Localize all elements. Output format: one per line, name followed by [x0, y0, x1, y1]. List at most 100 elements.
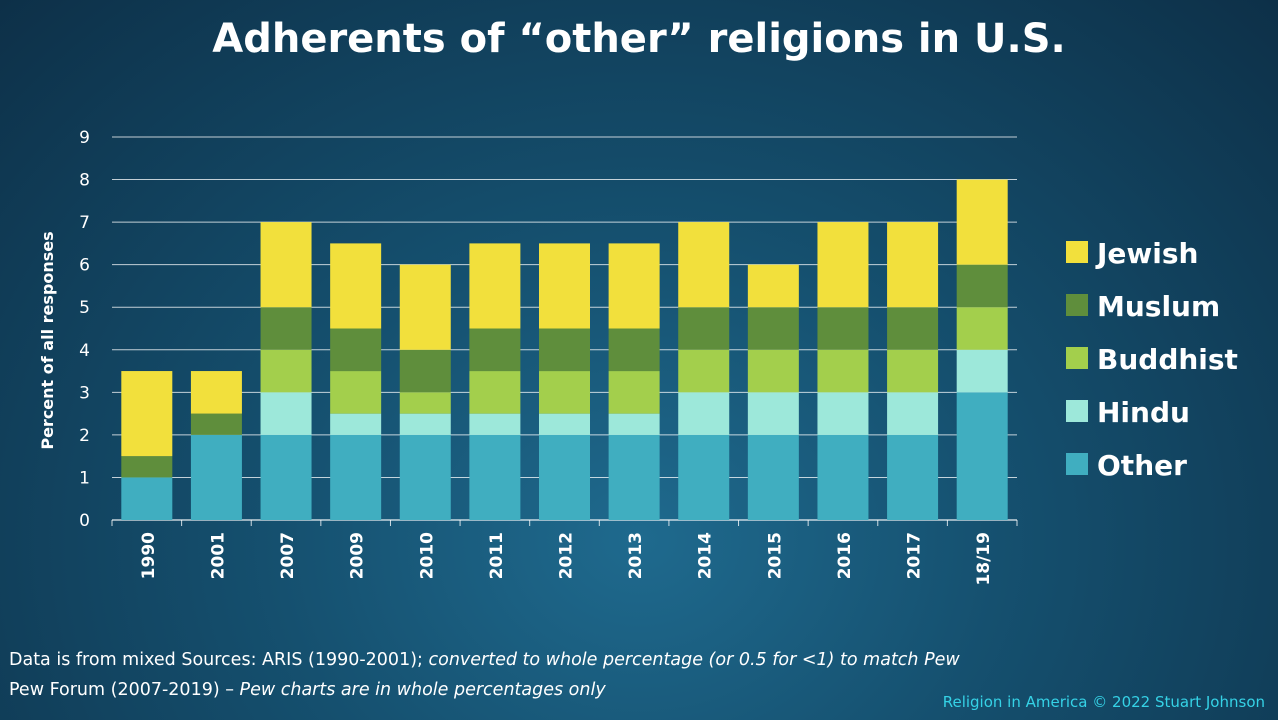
bar-segment: [260, 307, 312, 350]
y-tick-label: 1: [79, 468, 90, 488]
legend-swatch: [1066, 241, 1088, 263]
bar-segment: [817, 222, 869, 308]
bar-segment: [330, 243, 382, 329]
y-tick-label: 8: [79, 171, 90, 191]
bar-segment: [887, 349, 939, 393]
bar-segment: [539, 243, 590, 329]
x-tick-label: 2010: [417, 532, 437, 579]
bar-segment: [817, 349, 869, 393]
bar-segment: [608, 434, 660, 520]
bar-segment: [608, 328, 660, 372]
legend-swatch: [1066, 453, 1088, 475]
bar-segment: [260, 222, 312, 308]
bar-segment: [747, 349, 799, 393]
y-tick-label: 3: [79, 383, 90, 403]
x-tick-label: 2007: [278, 532, 298, 579]
x-tick-label: 2013: [626, 532, 646, 579]
bar-segment: [887, 434, 939, 520]
legend-label: Other: [1097, 449, 1187, 482]
footnote-line-2: Pew Forum (2007-2019) – Pew charts are i…: [9, 680, 606, 700]
bar-segment: [330, 371, 382, 414]
legend-swatch: [1066, 347, 1088, 369]
legend-label: Jewish: [1095, 237, 1198, 270]
bar-segment: [539, 371, 590, 414]
legend-label: Muslum: [1097, 290, 1220, 323]
bar-segment: [956, 307, 1008, 350]
bar-segment: [817, 392, 869, 435]
x-tick-label: 2011: [487, 532, 507, 579]
y-tick-label: 6: [79, 256, 90, 276]
bar-segment: [121, 371, 173, 457]
footnote-2-italic: Pew charts are in whole percentages only: [239, 680, 606, 700]
bar-segment: [399, 264, 451, 350]
bar-segment: [330, 413, 382, 435]
x-tick-label: 2015: [765, 532, 785, 579]
y-tick-label: 5: [79, 298, 90, 318]
bar-segment: [469, 371, 521, 414]
bar-segment: [399, 349, 451, 393]
legend-label: Buddhist: [1097, 343, 1238, 376]
bar-segment: [817, 434, 869, 520]
x-tick-label: 2014: [696, 532, 716, 579]
bar-segment: [608, 371, 660, 414]
y-axis-label: Percent of all responses: [38, 231, 57, 449]
y-tick-label: 7: [79, 213, 90, 233]
bar-segment: [956, 392, 1008, 520]
x-tick-label: 18/19: [974, 532, 994, 586]
legend-label: Hindu: [1097, 396, 1190, 429]
bar-segment: [747, 434, 799, 520]
bar-segment: [678, 392, 730, 435]
bar-segment: [260, 349, 312, 393]
bar-segment: [469, 413, 521, 435]
x-tick-label: 1990: [139, 532, 159, 579]
bar-segment: [539, 434, 590, 520]
bar-segment: [608, 413, 660, 435]
x-tick-label: 2012: [557, 532, 577, 579]
bar-segment: [817, 307, 869, 350]
chart-title: Adherents of “other” religions in U.S.: [212, 16, 1066, 62]
bar-segment: [887, 222, 939, 308]
x-tick-label: 2009: [348, 532, 368, 579]
bar-segment: [260, 434, 312, 520]
credit-text: Religion in America © 2022 Stuart Johnso…: [942, 693, 1265, 711]
bar-segment: [608, 243, 660, 329]
bar-segment: [678, 349, 730, 393]
bar-segment: [469, 243, 521, 329]
bar-segment: [539, 328, 590, 372]
bar-segment: [956, 349, 1008, 393]
x-tick-label: 2001: [208, 532, 228, 579]
footnote-1-text: Data is from mixed Sources: ARIS (1990-2…: [9, 650, 429, 670]
bar-segment: [399, 434, 451, 520]
y-tick-label: 2: [79, 426, 90, 446]
footnote-line-1: Data is from mixed Sources: ARIS (1990-2…: [9, 650, 960, 670]
footnote-1-italic: converted to whole percentage (or 0.5 fo…: [428, 650, 960, 670]
legend-swatch: [1066, 400, 1088, 422]
bar-segment: [678, 222, 730, 308]
bar-segment: [190, 371, 242, 414]
bar-segment: [469, 328, 521, 372]
bar-segment: [121, 456, 173, 478]
bar-segment: [747, 264, 799, 308]
bar-segment: [747, 307, 799, 350]
bar-segment: [678, 434, 730, 520]
bar-segment: [399, 413, 451, 435]
y-tick-label: 0: [79, 511, 90, 531]
bar-segment: [330, 434, 382, 520]
bar-segment: [190, 434, 242, 520]
bar-segment: [747, 392, 799, 435]
bar-segment: [121, 477, 173, 520]
bar-segment: [887, 392, 939, 435]
bar-segment: [469, 434, 521, 520]
bar-segment: [190, 413, 242, 435]
y-tick-label: 9: [79, 128, 90, 148]
bar-segment: [956, 264, 1008, 308]
footnote-2-text: Pew Forum (2007-2019) –: [9, 680, 240, 700]
bar-segment: [399, 392, 451, 414]
y-tick-label: 4: [79, 341, 90, 361]
legend-swatch: [1066, 294, 1088, 316]
bar-segment: [956, 179, 1008, 265]
bar-segment: [678, 307, 730, 350]
x-tick-label: 2017: [905, 532, 925, 579]
x-tick-label: 2016: [835, 532, 855, 579]
